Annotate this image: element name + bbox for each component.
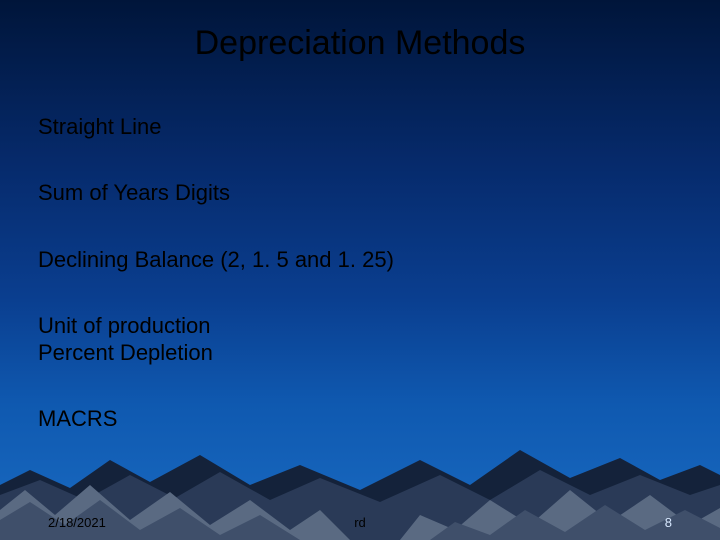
method-text: MACRS: [38, 406, 682, 432]
method-item: Sum of Years Digits: [38, 180, 682, 206]
method-item: Declining Balance (2, 1. 5 and 1. 25): [38, 247, 682, 273]
method-item: Straight Line: [38, 114, 682, 140]
method-text: Declining Balance (2, 1. 5 and 1. 25): [38, 247, 682, 273]
footer-page-number: 8: [665, 515, 672, 530]
content-area: Straight Line Sum of Years Digits Declin…: [38, 114, 682, 472]
method-item: MACRS: [38, 406, 682, 432]
method-text: Percent Depletion: [38, 340, 682, 366]
method-text: Sum of Years Digits: [38, 180, 682, 206]
slide: Depreciation Methods Straight Line Sum o…: [0, 0, 720, 540]
method-text: Straight Line: [38, 114, 682, 140]
slide-title: Depreciation Methods: [0, 24, 720, 63]
footer-author: rd: [0, 515, 720, 530]
method-text: Unit of production: [38, 313, 682, 339]
method-item: Unit of production Percent Depletion: [38, 313, 682, 366]
